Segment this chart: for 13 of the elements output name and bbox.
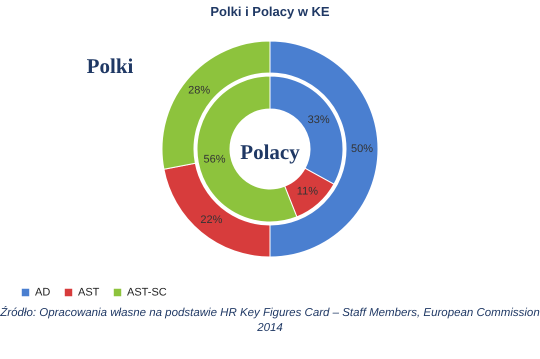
data-label: 28% bbox=[188, 84, 210, 96]
data-label: 50% bbox=[350, 143, 374, 155]
data-label: 56% bbox=[203, 154, 226, 166]
data-label: 22% bbox=[200, 214, 223, 226]
chart-title: Polki i Polacy w KE bbox=[210, 4, 330, 19]
legend-label: AST bbox=[78, 286, 100, 299]
legend-label: AD bbox=[35, 286, 50, 299]
data-label: 33% bbox=[308, 114, 330, 126]
text: Źródło: Opracowania własne na podstawie HR Key Figures Card – Staff Members, European Commission 2014 bbox=[0, 306, 540, 336]
data-label: 11% bbox=[296, 185, 318, 198]
legend-label: AST-SC bbox=[127, 286, 167, 299]
slice-label: Polacy bbox=[240, 140, 300, 164]
slice-label: Polki bbox=[86, 54, 134, 78]
